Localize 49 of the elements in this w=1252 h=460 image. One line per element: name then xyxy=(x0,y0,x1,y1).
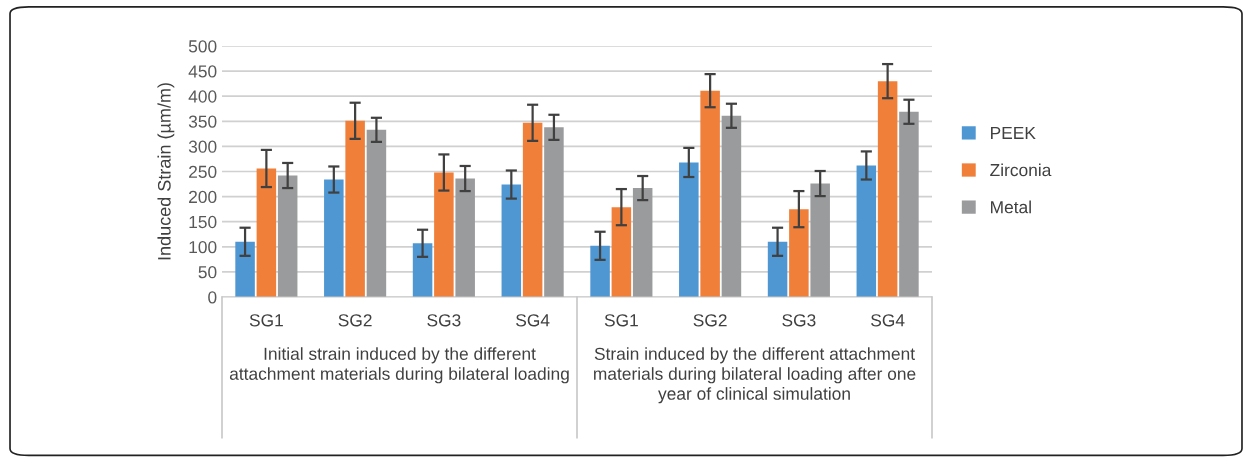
bar xyxy=(522,122,543,297)
x-tick-label: SG2 xyxy=(338,314,372,327)
legend-label: Zirconia xyxy=(990,163,1052,177)
bar xyxy=(899,111,919,297)
bar xyxy=(412,243,433,297)
y-tick-label: 200 xyxy=(189,190,217,204)
bar xyxy=(455,178,475,297)
bar xyxy=(856,165,877,297)
bar xyxy=(810,183,830,297)
bar xyxy=(324,179,344,297)
text: Strain induced by the different attachment materials during bilateral loading after one year of clinical simulation xyxy=(594,347,916,404)
bar xyxy=(877,81,898,297)
bar xyxy=(277,175,298,297)
bar xyxy=(611,207,632,297)
x-tick-label: SG1 xyxy=(604,314,638,327)
y-tick-label: 150 xyxy=(189,215,217,229)
bar xyxy=(235,241,255,297)
bar xyxy=(679,162,699,297)
y-tick-label: 350 xyxy=(188,115,217,128)
bar xyxy=(256,168,277,297)
x-tick-label: SG1 xyxy=(249,314,283,327)
legend-label: PEEK xyxy=(991,126,1036,139)
bar xyxy=(501,184,522,297)
bar xyxy=(366,129,387,297)
x-tick-label: SG4 xyxy=(516,314,550,327)
legend-label: Metal xyxy=(991,200,1031,214)
bar xyxy=(767,241,788,297)
bar xyxy=(789,209,809,297)
y-tick-label: 50 xyxy=(198,266,217,279)
x-tick-label: SG3 xyxy=(427,314,461,327)
x-tick-label: SG4 xyxy=(871,314,905,327)
bar xyxy=(590,245,610,297)
y-tick-label: 450 xyxy=(188,65,217,78)
y-axis-title: Induced Strain (µm/m) xyxy=(157,83,175,260)
y-tick-label: 500 xyxy=(188,40,217,53)
bar xyxy=(345,120,365,297)
bar xyxy=(544,127,564,297)
y-tick-label: 250 xyxy=(189,165,217,178)
bar xyxy=(632,188,653,297)
y-tick-label: 300 xyxy=(188,140,217,153)
text: Initial strain induced by the different attachment materials during bilateral loading xyxy=(229,347,569,384)
x-tick-label: SG2 xyxy=(693,314,727,327)
bar xyxy=(700,90,720,297)
y-tick-label: 400 xyxy=(188,90,217,103)
x-tick-label: SG3 xyxy=(782,314,816,327)
y-tick-label: 0 xyxy=(208,291,217,304)
y-tick-label: 100 xyxy=(189,240,217,254)
bar xyxy=(721,115,742,297)
bar xyxy=(434,172,454,297)
